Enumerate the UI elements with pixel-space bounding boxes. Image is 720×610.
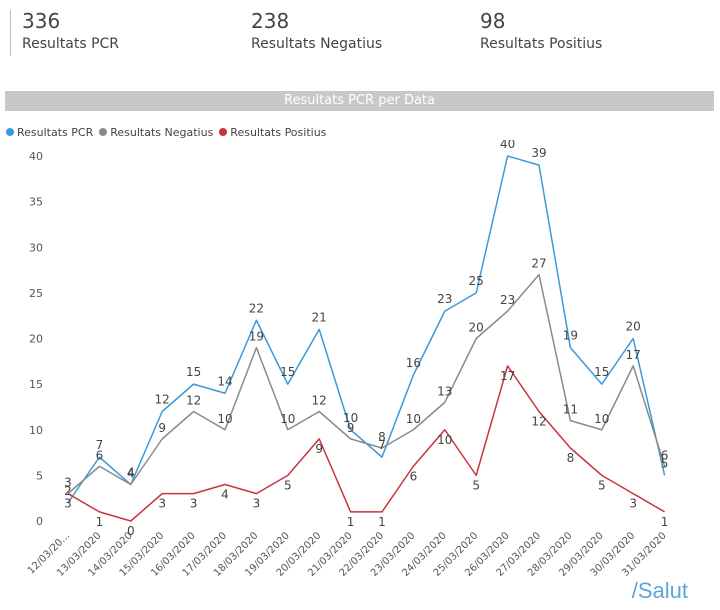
data-label: 10 xyxy=(594,412,609,426)
data-label: 4 xyxy=(221,488,229,502)
data-label: 27 xyxy=(531,257,546,271)
data-label: 4 xyxy=(127,466,135,480)
data-label: 8 xyxy=(378,430,386,444)
data-label: 21 xyxy=(312,310,327,324)
data-label: 12 xyxy=(155,393,170,407)
kpi-label: Resultats PCR xyxy=(22,36,120,52)
legend-marker xyxy=(219,128,228,136)
data-label: 39 xyxy=(531,146,546,160)
data-label: 6 xyxy=(96,448,104,462)
data-label: 10 xyxy=(217,412,232,426)
data-label: 17 xyxy=(626,348,641,362)
kpi-value: 98 xyxy=(480,9,506,33)
data-label: 12 xyxy=(186,394,201,408)
data-label: 19 xyxy=(249,330,264,344)
data-label: 3 xyxy=(253,497,261,511)
legend-label: Resultats Positius xyxy=(230,125,327,139)
data-label: 7 xyxy=(96,438,104,452)
y-tick-label: 30 xyxy=(29,241,43,254)
data-label: 25 xyxy=(469,274,484,288)
series-line xyxy=(67,273,666,495)
data-label: 6 xyxy=(410,469,418,483)
legend-item-positius[interactable]: Resultats Positius xyxy=(219,126,326,139)
legend-label: Resultats Negatius xyxy=(110,125,214,139)
data-label: 1 xyxy=(378,515,386,529)
data-label: 14 xyxy=(217,374,232,388)
chart-title: Resultats PCR per Data xyxy=(5,91,714,111)
data-label: 5 xyxy=(472,478,480,492)
data-label: 3 xyxy=(64,476,72,490)
y-tick-label: 0 xyxy=(36,515,43,528)
data-label: 20 xyxy=(469,321,484,335)
data-label: 0 xyxy=(127,524,135,538)
data-label: 13 xyxy=(437,384,452,398)
kpi-divider xyxy=(10,10,11,56)
data-label: 11 xyxy=(563,403,578,417)
data-label: 15 xyxy=(186,365,201,379)
data-label: 16 xyxy=(406,356,421,370)
y-tick-label: 35 xyxy=(29,196,43,209)
data-label: 12 xyxy=(312,394,327,408)
data-label: 5 xyxy=(661,456,669,470)
series-line xyxy=(67,365,665,522)
kpi-card-negatius[interactable]: 238 Resultats Negatius xyxy=(251,8,382,58)
data-label: 23 xyxy=(500,293,515,307)
kpi-card-positius[interactable]: 98 Resultats Positius xyxy=(480,8,602,58)
data-label: 10 xyxy=(280,412,295,426)
data-label: 12 xyxy=(531,415,546,429)
data-label: 10 xyxy=(343,411,358,425)
y-tick-label: 5 xyxy=(36,469,43,482)
kpi-label: Resultats Positius xyxy=(480,36,603,52)
data-label: 10 xyxy=(406,412,421,426)
kpi-value: 336 xyxy=(22,9,61,33)
data-label: 4 xyxy=(127,467,135,481)
data-label: 22 xyxy=(249,301,264,315)
data-label: 3 xyxy=(190,497,198,511)
kpi-value: 238 xyxy=(251,9,290,33)
data-label: 9 xyxy=(347,421,355,435)
data-label: 6 xyxy=(661,448,669,462)
y-tick-label: 25 xyxy=(29,287,43,300)
data-label: 2 xyxy=(64,484,72,498)
kpi-card-pcr[interactable]: 336 Resultats PCR xyxy=(22,8,119,58)
data-label: 1 xyxy=(96,515,104,529)
data-label: 3 xyxy=(64,497,72,511)
legend-item-pcr[interactable]: Resultats PCR xyxy=(6,126,93,139)
data-label: 7 xyxy=(378,438,386,452)
line-chart[interactable]: 051015202530354012/03/20...13/03/202014/… xyxy=(0,140,720,610)
legend-marker xyxy=(99,128,108,136)
y-tick-label: 10 xyxy=(29,424,43,437)
chart-legend: Resultats PCR Resultats Negatius Resulta… xyxy=(6,124,332,140)
legend-label: Resultats PCR xyxy=(17,125,94,139)
data-label: 40 xyxy=(500,140,515,151)
brand-logo: /Salut xyxy=(631,578,688,603)
data-label: 15 xyxy=(594,365,609,379)
kpi-label: Resultats Negatius xyxy=(251,36,383,52)
data-label: 15 xyxy=(280,365,295,379)
y-tick-label: 15 xyxy=(29,378,43,391)
data-label: 8 xyxy=(567,451,575,465)
data-label: 20 xyxy=(626,320,641,334)
data-label: 5 xyxy=(598,478,606,492)
data-label: 17 xyxy=(500,369,515,383)
data-label: 1 xyxy=(347,515,355,529)
data-label: 3 xyxy=(629,497,637,511)
data-label: 5 xyxy=(284,478,292,492)
data-label: 10 xyxy=(437,433,452,447)
data-label: 1 xyxy=(661,515,669,529)
legend-item-negatius[interactable]: Resultats Negatius xyxy=(99,126,213,139)
data-label: 19 xyxy=(563,329,578,343)
y-tick-label: 40 xyxy=(29,150,43,163)
data-label: 3 xyxy=(158,497,166,511)
data-label: 9 xyxy=(158,421,166,435)
legend-marker xyxy=(6,128,14,136)
data-label: 9 xyxy=(315,442,323,456)
data-label: 23 xyxy=(437,292,452,306)
y-tick-label: 20 xyxy=(29,333,43,346)
